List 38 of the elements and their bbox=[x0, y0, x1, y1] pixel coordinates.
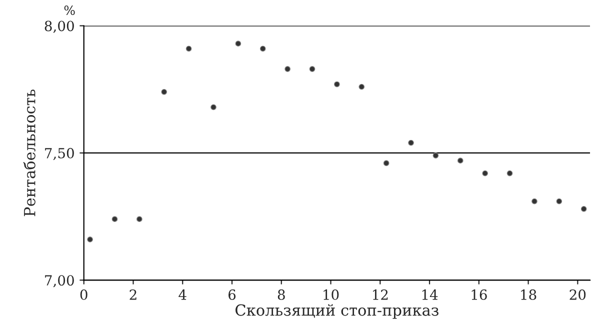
point bbox=[457, 158, 464, 164]
point bbox=[334, 81, 340, 88]
y-tick-label: 7,50 bbox=[45, 148, 74, 160]
x-tick-label: 10 bbox=[324, 289, 339, 300]
point bbox=[408, 140, 414, 146]
point bbox=[235, 40, 242, 47]
x-tick-label: 2 bbox=[130, 289, 136, 300]
x-tick-label: 4 bbox=[178, 289, 186, 300]
x-tick-label: 14 bbox=[422, 289, 438, 300]
x-tick-label: 16 bbox=[472, 289, 487, 300]
point bbox=[161, 88, 168, 95]
point bbox=[87, 236, 93, 242]
point bbox=[432, 152, 439, 158]
x-tick-label: 6 bbox=[228, 289, 236, 300]
x-tick-label: 20 bbox=[570, 289, 586, 300]
point bbox=[186, 46, 192, 52]
y-axis-title: Рентабельность bbox=[23, 90, 36, 216]
x-tick-label: 12 bbox=[373, 289, 388, 300]
point bbox=[358, 84, 365, 90]
point bbox=[532, 198, 538, 204]
y-tick-label: 7,00 bbox=[45, 275, 74, 288]
x-axis-title: Скользящий стоп-приказ bbox=[236, 304, 438, 319]
point bbox=[260, 46, 266, 52]
point bbox=[112, 216, 118, 222]
y-tick-label: 8,00 bbox=[44, 20, 74, 33]
text: % bbox=[64, 6, 75, 16]
point bbox=[210, 104, 216, 110]
x-tick-label: 18 bbox=[521, 289, 536, 300]
point bbox=[383, 160, 390, 166]
point bbox=[482, 170, 488, 176]
x-tick-label: 0 bbox=[80, 289, 88, 300]
point bbox=[309, 66, 316, 72]
point bbox=[284, 66, 291, 72]
point bbox=[556, 198, 562, 204]
point bbox=[580, 206, 587, 212]
point bbox=[136, 216, 142, 222]
point bbox=[506, 170, 513, 176]
x-tick-label: 8 bbox=[278, 289, 285, 300]
